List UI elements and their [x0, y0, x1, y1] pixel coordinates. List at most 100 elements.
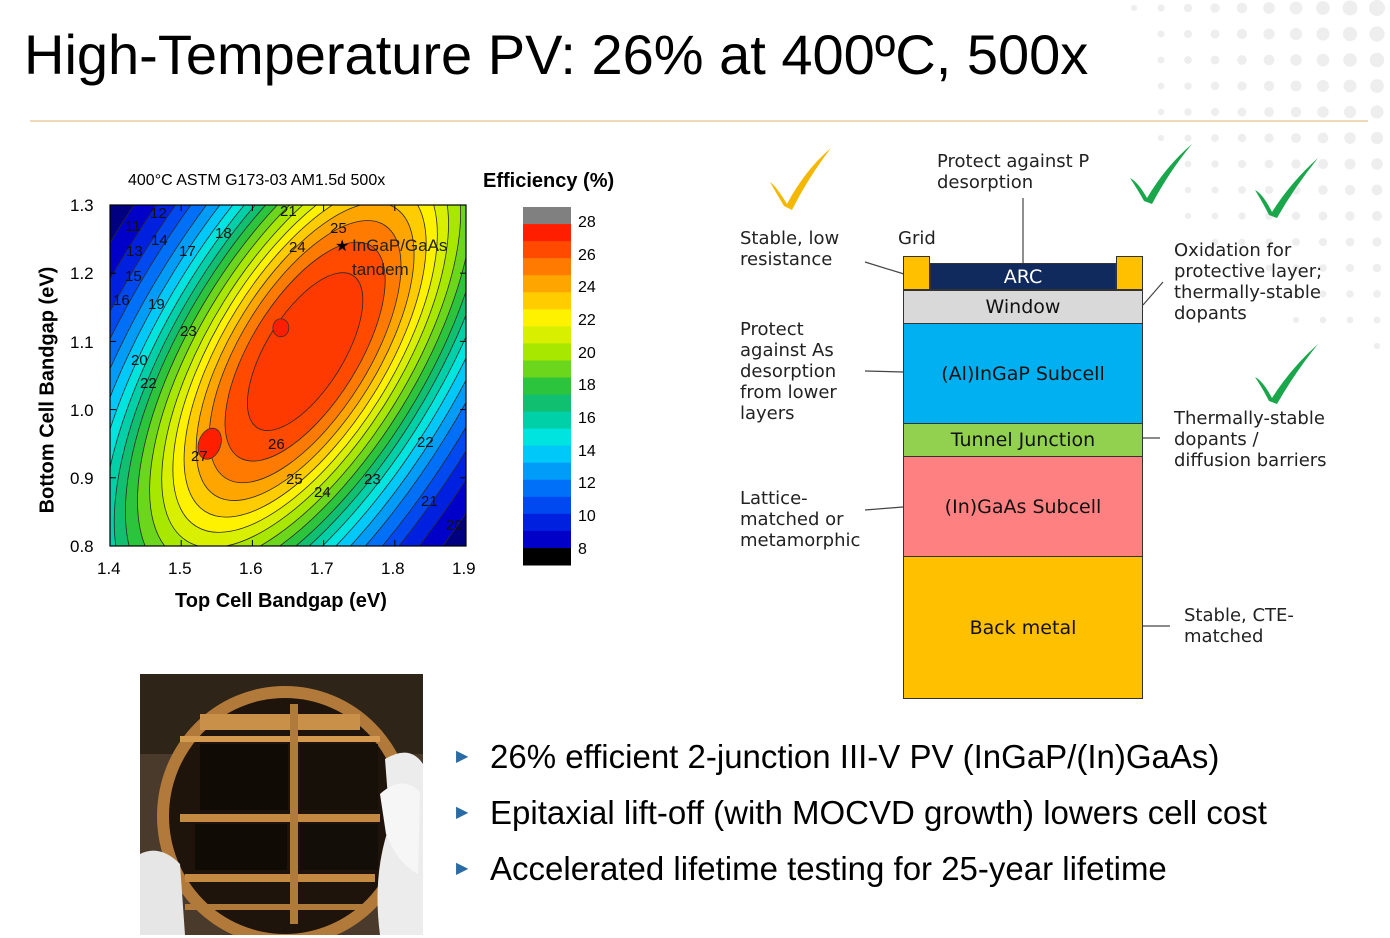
decorative-dot — [1292, 316, 1300, 324]
bullet-arrow-icon: ▶ — [456, 860, 469, 877]
decorative-dot — [1370, 105, 1384, 119]
decorative-dot — [1369, 0, 1385, 16]
decorative-dot — [1372, 237, 1382, 247]
decorative-dot — [1373, 316, 1381, 324]
contour-label: 13 — [126, 243, 143, 260]
layer-tunnel-junction: Tunnel Junction — [903, 423, 1143, 457]
decorative-dot — [1316, 53, 1330, 67]
contour-label: 24 — [314, 484, 331, 501]
wafer-photo — [140, 674, 423, 935]
contour-label: 21 — [280, 203, 297, 220]
decorative-dot — [1370, 131, 1384, 145]
colorbar-swatch — [523, 258, 571, 276]
colorbar-swatch — [523, 394, 571, 413]
decorative-dot — [1319, 290, 1327, 298]
contour-label: 19 — [148, 296, 165, 313]
x-tick: 1.8 — [381, 559, 405, 578]
decorative-dot — [1157, 30, 1165, 38]
y-tick: 1.3 — [70, 196, 94, 215]
contour-label: 20 — [131, 352, 148, 369]
decorative-dot — [1290, 106, 1302, 118]
colorbar-swatch — [523, 241, 571, 259]
decorative-dot — [1263, 28, 1275, 40]
decorative-dot — [1237, 81, 1247, 91]
decorative-dot — [1342, 26, 1358, 42]
decorative-dot — [1263, 54, 1275, 66]
decorative-dot — [1210, 81, 1220, 91]
colorbar-swatch — [523, 547, 571, 566]
contour-label: 21 — [421, 493, 438, 510]
colorbar-title: Efficiency (%) — [483, 170, 615, 192]
bullet-item: ▶ Epitaxial lift-off (with MOCVD growth)… — [456, 794, 1267, 831]
decorative-dot — [1342, 0, 1358, 16]
annotation-protect-as: Protect against As desorption from lower… — [740, 319, 837, 424]
decorative-dot — [1373, 342, 1381, 350]
x-tick: 1.7 — [310, 559, 334, 578]
decorative-dot — [1345, 263, 1355, 273]
decorative-dot — [1292, 290, 1300, 298]
colorbar-tick: 16 — [578, 410, 596, 427]
decorative-dot — [1184, 108, 1192, 116]
layer-top-subcell: (Al)InGaP Subcell — [903, 323, 1143, 424]
contour-label: 23 — [180, 323, 197, 340]
decorative-dot — [1157, 108, 1165, 116]
contour-label: 12 — [150, 205, 167, 222]
layer-back-metal: Back metal — [903, 556, 1143, 699]
decorative-dot — [1157, 134, 1165, 142]
decorative-dot — [1292, 264, 1300, 272]
decorative-dot — [1210, 55, 1220, 65]
decorative-dot — [1317, 158, 1329, 170]
decorative-dot — [1343, 53, 1357, 67]
layer-window: Window — [903, 290, 1143, 324]
colorbar-tick: 24 — [578, 279, 596, 296]
decorative-dot — [1317, 106, 1329, 118]
decorative-dot — [1183, 29, 1193, 39]
colorbar-swatch — [523, 360, 571, 378]
contour-label: 23 — [364, 471, 381, 488]
decorative-dot — [1238, 238, 1246, 246]
decorative-dot — [1264, 107, 1274, 117]
decorative-dot — [1238, 264, 1246, 272]
colorbar-swatch — [523, 479, 571, 498]
decorative-dot — [1263, 80, 1275, 92]
decorative-dot — [1345, 237, 1355, 247]
colorbar-swatch — [523, 275, 571, 293]
colorbar-tick: 12 — [578, 475, 596, 492]
decorative-dot — [1157, 82, 1165, 90]
colorbar-swatch — [523, 343, 571, 361]
y-tick: 0.9 — [70, 469, 94, 488]
decorative-dot — [1237, 107, 1247, 117]
colorbar-tick: 8 — [578, 541, 587, 558]
bullet-arrow-icon: ▶ — [456, 748, 469, 765]
decorative-dot — [1344, 132, 1356, 144]
decorative-dot — [1317, 80, 1329, 92]
layer-bottom-subcell: (In)GaAs Subcell — [903, 456, 1143, 557]
decorative-dot — [1346, 316, 1354, 324]
secondary-peak-region — [272, 318, 290, 338]
colorbar-tick: 18 — [578, 377, 596, 394]
grid-contact-right — [1116, 256, 1143, 290]
x-tick: 1.6 — [239, 559, 263, 578]
annotation-stable-cte: Stable, CTE- matched — [1184, 605, 1294, 647]
decorative-dot — [1237, 159, 1247, 169]
layer-arc: ARC — [930, 263, 1116, 290]
decorative-dot — [1184, 134, 1192, 142]
decorative-dot — [1130, 4, 1138, 12]
decorative-dot — [1157, 4, 1165, 12]
grid-contact-left — [903, 256, 930, 290]
bullet-list: ▶ 26% efficient 2-junction III-V PV (InG… — [456, 738, 1267, 906]
colorbar-swatch — [523, 207, 571, 225]
decorative-dot — [1316, 27, 1330, 41]
decorative-dot — [1318, 185, 1328, 195]
bullet-arrow-icon: ▶ — [456, 804, 469, 821]
contour-label: 22 — [140, 375, 157, 392]
colorbar-swatch — [523, 462, 571, 481]
decorative-dot — [1237, 55, 1247, 65]
colorbar-tick: 22 — [578, 312, 596, 329]
decorative-dot — [1292, 238, 1300, 246]
colorbar-swatch — [523, 292, 571, 310]
y-tick: 1.0 — [70, 401, 94, 420]
annotation-marker: ★ — [335, 238, 350, 255]
annotation-oxidation: Oxidation for protective layer; thermall… — [1174, 240, 1323, 324]
